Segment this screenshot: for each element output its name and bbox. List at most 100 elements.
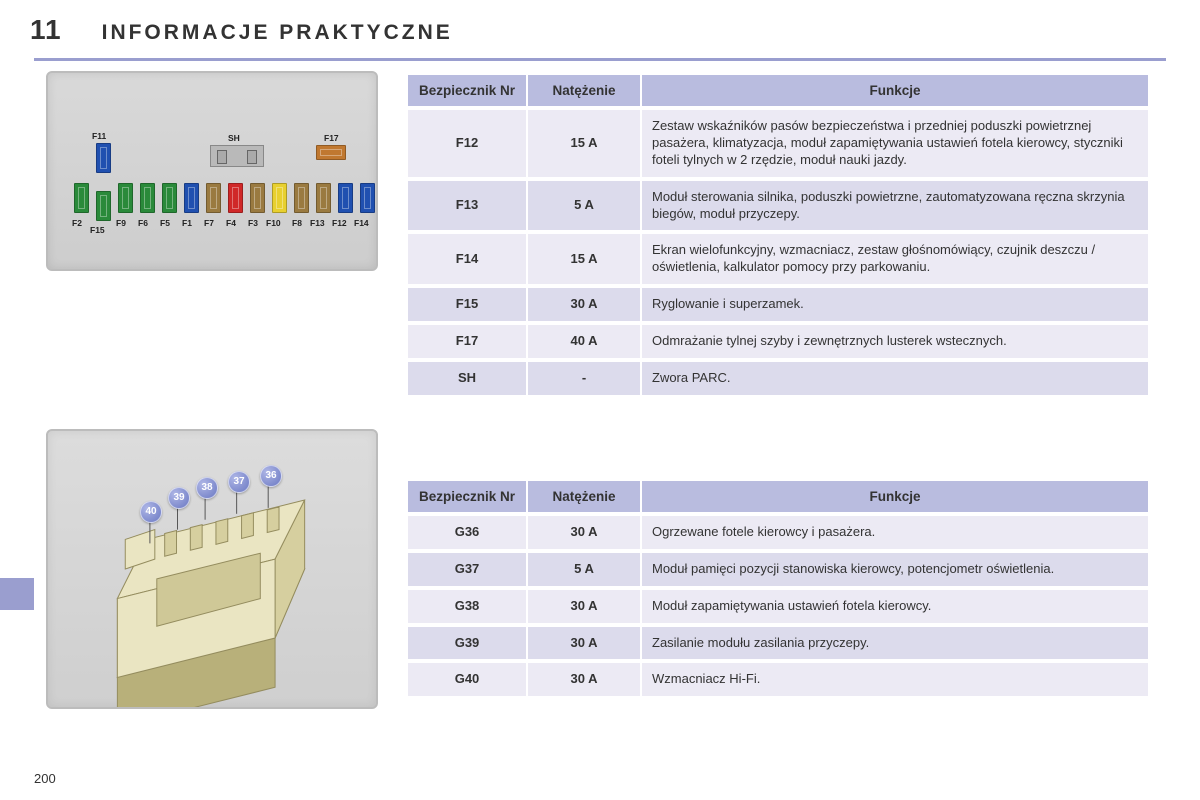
fuse-label: F4 <box>226 218 236 228</box>
fuse-id: F17 <box>408 325 526 358</box>
page-header: 11 INFORMACJE PRAKTYCZNE <box>0 0 1200 54</box>
chapter-number: 11 <box>30 14 62 46</box>
fuse-id: G37 <box>408 553 526 586</box>
bottom-row: 40 39 38 37 36 Bezpiecznik NrNatężenieFunkcj… <box>46 429 1154 709</box>
fuse-label: F15 <box>90 225 105 235</box>
table-row: F1215 AZestaw wskaźników pasów bezpiecze… <box>408 110 1148 177</box>
fuse-label: F5 <box>160 218 170 228</box>
fuse-label: F9 <box>116 218 126 228</box>
table-row: F135 AModuł sterowania silnika, poduszki… <box>408 181 1148 231</box>
col-header: Bezpiecznik Nr <box>408 75 526 106</box>
fuse-function: Zwora PARC. <box>642 362 1148 395</box>
table-row: G3630 AOgrzewane fotele kierowcy i pasaż… <box>408 516 1148 549</box>
fuse-amperage: - <box>528 362 640 395</box>
fuse-amperage: 5 A <box>528 553 640 586</box>
fuse-function: Wzmacniacz Hi-Fi. <box>642 663 1148 696</box>
fuse-table-2: Bezpiecznik NrNatężenieFunkcjeG3630 AOgr… <box>406 477 1150 700</box>
fuse-amperage: 30 A <box>528 590 640 623</box>
col-header: Funkcje <box>642 481 1148 512</box>
pin-36: 36 <box>260 465 282 487</box>
table-row: F1530 ARyglowanie i superzamek. <box>408 288 1148 321</box>
fuse-f7 <box>206 183 221 213</box>
fuse-function: Zestaw wskaźników pasów bezpieczeństwa i… <box>642 110 1148 177</box>
fuse-id: G36 <box>408 516 526 549</box>
fuse-function: Ekran wielofunkcyjny, wzmacniacz, zestaw… <box>642 234 1148 284</box>
fuse-f9 <box>118 183 133 213</box>
fuse-id: F14 <box>408 234 526 284</box>
col-header: Funkcje <box>642 75 1148 106</box>
pin-39: 39 <box>168 487 190 509</box>
sh-label: SH <box>228 133 240 143</box>
fuse-id: SH <box>408 362 526 395</box>
fuse-table-1: Bezpiecznik NrNatężenieFunkcjeF1215 AZes… <box>406 71 1150 399</box>
fuse-f15 <box>96 191 111 221</box>
fuse-label: F3 <box>248 218 258 228</box>
fuse-label: F10 <box>266 218 281 228</box>
fuse-amperage: 40 A <box>528 325 640 358</box>
fuse-amperage: 30 A <box>528 627 640 660</box>
fuse-f8 <box>294 183 309 213</box>
fuse-label: F8 <box>292 218 302 228</box>
pin-37: 37 <box>228 471 250 493</box>
fuse-id: G40 <box>408 663 526 696</box>
fuse-f4 <box>228 183 243 213</box>
table-row: SH-Zwora PARC. <box>408 362 1148 395</box>
pin-38: 38 <box>196 477 218 499</box>
chapter-title: INFORMACJE PRAKTYCZNE <box>102 21 453 45</box>
top-row: F2F11F15F9F6F5F1F7F4F3F10F8F13F12F14F17S… <box>46 71 1154 399</box>
sh-jumper <box>210 145 264 167</box>
fuse-id: F12 <box>408 110 526 177</box>
fuse-f17 <box>316 145 346 160</box>
fuse-function: Ogrzewane fotele kierowcy i pasażera. <box>642 516 1148 549</box>
fuse-f12 <box>338 183 353 213</box>
fuse-label: F2 <box>72 218 82 228</box>
table-row: G4030 AWzmacniacz Hi-Fi. <box>408 663 1148 696</box>
table-row: G3830 AModuł zapamiętywania ustawień fot… <box>408 590 1148 623</box>
fuse-amperage: 30 A <box>528 516 640 549</box>
fuse-f10 <box>272 183 287 213</box>
fuse-f13 <box>316 183 331 213</box>
table-row: F1415 AEkran wielofunkcyjny, wzmacniacz,… <box>408 234 1148 284</box>
fuse-label: F12 <box>332 218 347 228</box>
fuse-amperage: 5 A <box>528 181 640 231</box>
fuse-f14 <box>360 183 375 213</box>
fuse-label: F11 <box>92 131 106 141</box>
fuse-id: F13 <box>408 181 526 231</box>
page-content: F2F11F15F9F6F5F1F7F4F3F10F8F13F12F14F17S… <box>0 61 1200 709</box>
fuse-function: Ryglowanie i superzamek. <box>642 288 1148 321</box>
connector-diagram: 40 39 38 37 36 <box>46 429 378 709</box>
fuse-function: Moduł zapamiętywania ustawień fotela kie… <box>642 590 1148 623</box>
table-row: G375 AModuł pamięci pozycji stanowiska k… <box>408 553 1148 586</box>
fuse-f11 <box>96 143 111 173</box>
fuse-f3 <box>250 183 265 213</box>
fuse-function: Moduł sterowania silnika, poduszki powie… <box>642 181 1148 231</box>
col-header: Natężenie <box>528 481 640 512</box>
fuse-label: F17 <box>324 133 339 143</box>
fuse-amperage: 30 A <box>528 663 640 696</box>
fuse-label: F6 <box>138 218 148 228</box>
fuse-function: Moduł pamięci pozycji stanowiska kierowc… <box>642 553 1148 586</box>
fuse-label: F1 <box>182 218 192 228</box>
fuse-f1 <box>184 183 199 213</box>
fuse-label: F13 <box>310 218 325 228</box>
connector-svg <box>48 431 376 707</box>
fuse-f6 <box>140 183 155 213</box>
table-row: G3930 AZasilanie modułu zasilania przycz… <box>408 627 1148 660</box>
fuse-amperage: 15 A <box>528 234 640 284</box>
pin-40: 40 <box>140 501 162 523</box>
fuse-id: G38 <box>408 590 526 623</box>
fuse-amperage: 15 A <box>528 110 640 177</box>
page-number: 200 <box>34 771 56 786</box>
fuse-function: Zasilanie modułu zasilania przyczepy. <box>642 627 1148 660</box>
fuse-f5 <box>162 183 177 213</box>
table-row: F1740 AOdmrażanie tylnej szyby i zewnętr… <box>408 325 1148 358</box>
fuse-f2 <box>74 183 89 213</box>
fuse-box-diagram: F2 F11 F15 F9 F6 F5 F1 F7 F4 F3 F10 F8 F13 F12 F14 F17 S… <box>46 71 378 271</box>
col-header: Bezpiecznik Nr <box>408 481 526 512</box>
fuse-function: Odmrażanie tylnej szyby i zewnętrznych l… <box>642 325 1148 358</box>
fuse-amperage: 30 A <box>528 288 640 321</box>
fuse-label: F7 <box>204 218 214 228</box>
fuse-label: F14 <box>354 218 369 228</box>
col-header: Natężenie <box>528 75 640 106</box>
fuse-id: G39 <box>408 627 526 660</box>
